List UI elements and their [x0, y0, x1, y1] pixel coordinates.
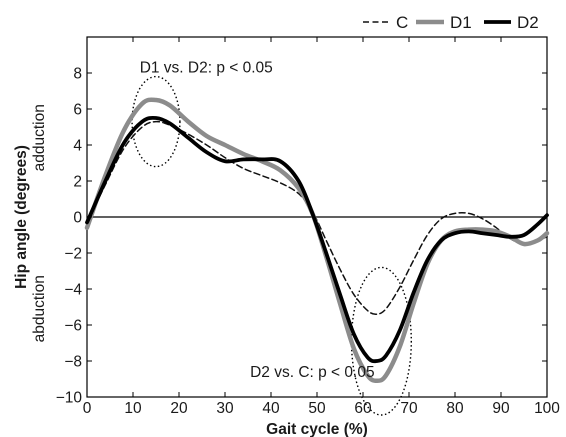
- x-tick-label: 30: [216, 400, 234, 417]
- y-tick-label: 6: [73, 102, 82, 119]
- y-axis-label-abduction: abduction: [31, 275, 48, 342]
- legend: C D1 D2: [363, 13, 539, 32]
- y-tick-label: −4: [64, 282, 82, 299]
- x-tick-label: 60: [354, 400, 372, 417]
- annotation-d1-vs-d2: D1 vs. D2: p < 0.05: [140, 60, 273, 77]
- y-tick-label: −10: [56, 390, 83, 407]
- y-tick-label: −6: [64, 318, 82, 335]
- legend-label-c: C: [396, 13, 408, 32]
- y-tick-label: 0: [73, 210, 82, 227]
- series-line-d1: [84, 97, 550, 384]
- y-axis-label-adduction: adduction: [31, 104, 48, 171]
- series-line-d2: [85, 115, 549, 364]
- x-axis-label: Gait cycle (%): [266, 421, 368, 437]
- significance-ellipse-2: [350, 266, 412, 416]
- significance-ellipse-1: [131, 75, 181, 168]
- x-tick-label: 70: [400, 400, 418, 417]
- legend-label-d1: D1: [450, 13, 472, 32]
- x-tick-label: 50: [308, 400, 326, 417]
- x-tick-label: 40: [262, 400, 280, 417]
- annotation-d2-vs-c: D2 vs. C: p < 0.05: [250, 364, 375, 381]
- x-tick-label: 20: [170, 400, 188, 417]
- axis-ticks: 0 10 20 30 40 50 60 70 80 90 100 −10 −8 −6 −4 −2 0 2 4 6 8: [56, 37, 560, 417]
- x-tick-label: 90: [492, 400, 510, 417]
- legend-label-d2: D2: [517, 13, 539, 32]
- y-tick-label: −2: [64, 246, 82, 263]
- x-tick-label: 0: [83, 400, 92, 417]
- x-tick-label: 100: [534, 400, 560, 417]
- y-axis-label: Hip angle (degrees): [13, 145, 30, 289]
- y-tick-label: 2: [73, 174, 82, 191]
- x-tick-label: 80: [446, 400, 464, 417]
- significance-ellipses: [131, 75, 412, 416]
- x-tick-label: 10: [124, 400, 142, 417]
- y-tick-label: 4: [73, 138, 82, 155]
- series-lines: [84, 97, 550, 384]
- y-tick-label: −8: [64, 354, 82, 371]
- y-tick-label: 8: [73, 66, 82, 83]
